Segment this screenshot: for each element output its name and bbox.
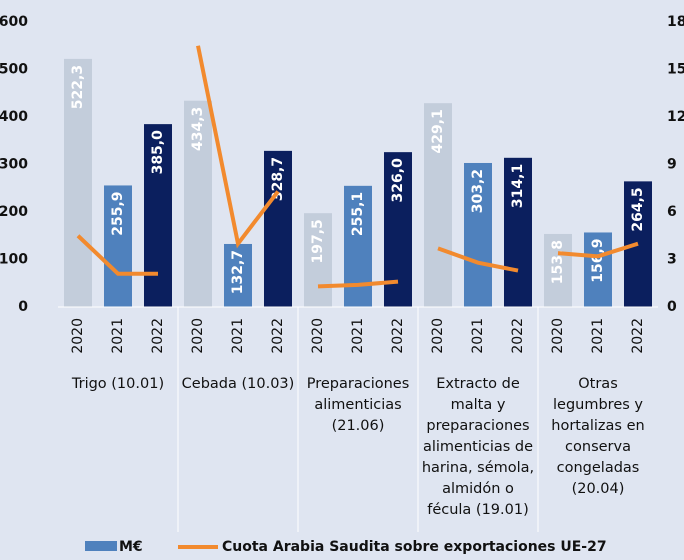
x-year-label: 2021 [350,318,366,354]
share-line [76,234,158,276]
x-year-label: 2020 [550,318,566,354]
legend-swatch [85,541,117,551]
x-year-label: 2021 [470,318,486,354]
y2-tick-label: 12 [667,109,684,125]
bar [144,124,172,307]
value-label: 429,1 [430,109,446,153]
category-label: Preparaciones alimenticias (21.06) [306,376,410,434]
bar [544,233,572,307]
y-tick-label: 0 [18,299,28,315]
x-year-label: 2022 [510,318,526,354]
legend-label: Cuota Arabia Saudita sobre exportaciones… [222,539,607,555]
category-label: Cebada (10.03) [181,376,295,392]
x-year-label: 2022 [630,318,646,354]
value-label: 385,0 [150,130,166,175]
y-tick-label: 500 [0,62,28,78]
value-label: 264,5 [630,187,646,231]
category-label: Trigo (10.01) [71,376,165,392]
bar [424,103,452,308]
bar [264,150,292,307]
x-year-label: 2020 [70,318,86,354]
x-year-label: 2022 [390,318,406,354]
value-label: 434,3 [190,107,206,151]
value-label: 522,3 [70,65,86,109]
share-line [437,246,519,273]
x-year-label: 2020 [430,318,446,354]
bar [304,213,332,307]
y-tick-label: 400 [0,109,28,125]
y-tick-label: 100 [0,252,28,268]
bar [464,162,492,307]
y2-tick-label: 0 [667,299,677,315]
y2-tick-label: 15 [667,62,684,78]
category-label: Extracto de malta y preparaciones alimen… [421,376,535,518]
share-line [317,279,399,289]
x-year-label: 2022 [150,318,166,354]
y2-tick-label: 9 [667,157,677,173]
share-line [196,45,280,249]
y-tick-label: 200 [0,204,28,220]
x-year-label: 2020 [310,318,326,354]
legend-label: M€ [119,539,143,555]
bar [584,232,612,307]
value-label: 197,5 [310,219,326,263]
value-label: 326,0 [390,158,406,203]
x-year-label: 2022 [270,318,286,354]
y2-tick-label: 18 [667,14,684,30]
y-tick-label: 300 [0,157,28,173]
bar [64,58,92,307]
x-year-label: 2020 [190,318,206,354]
y2-tick-label: 6 [667,204,677,220]
x-year-label: 2021 [110,318,126,354]
value-label: 328,7 [270,157,286,201]
value-label: 303,2 [470,169,486,213]
value-label: 132,7 [230,250,246,294]
value-label: 153,8 [550,240,566,284]
value-label: 255,1 [350,192,366,236]
y2-tick-label: 3 [667,252,677,268]
x-year-label: 2021 [230,318,246,354]
value-label: 314,1 [510,164,526,208]
bar [104,185,132,307]
x-year-label: 2021 [590,318,606,354]
category-label: Otras legumbres y hortalizas en conserva… [551,376,645,497]
bar [184,100,212,308]
value-label: 255,9 [110,191,126,235]
share-line [557,241,639,259]
y-tick-label: 600 [0,14,28,30]
value-label: 156,9 [590,238,606,282]
bar [504,157,532,307]
bar [224,243,252,307]
